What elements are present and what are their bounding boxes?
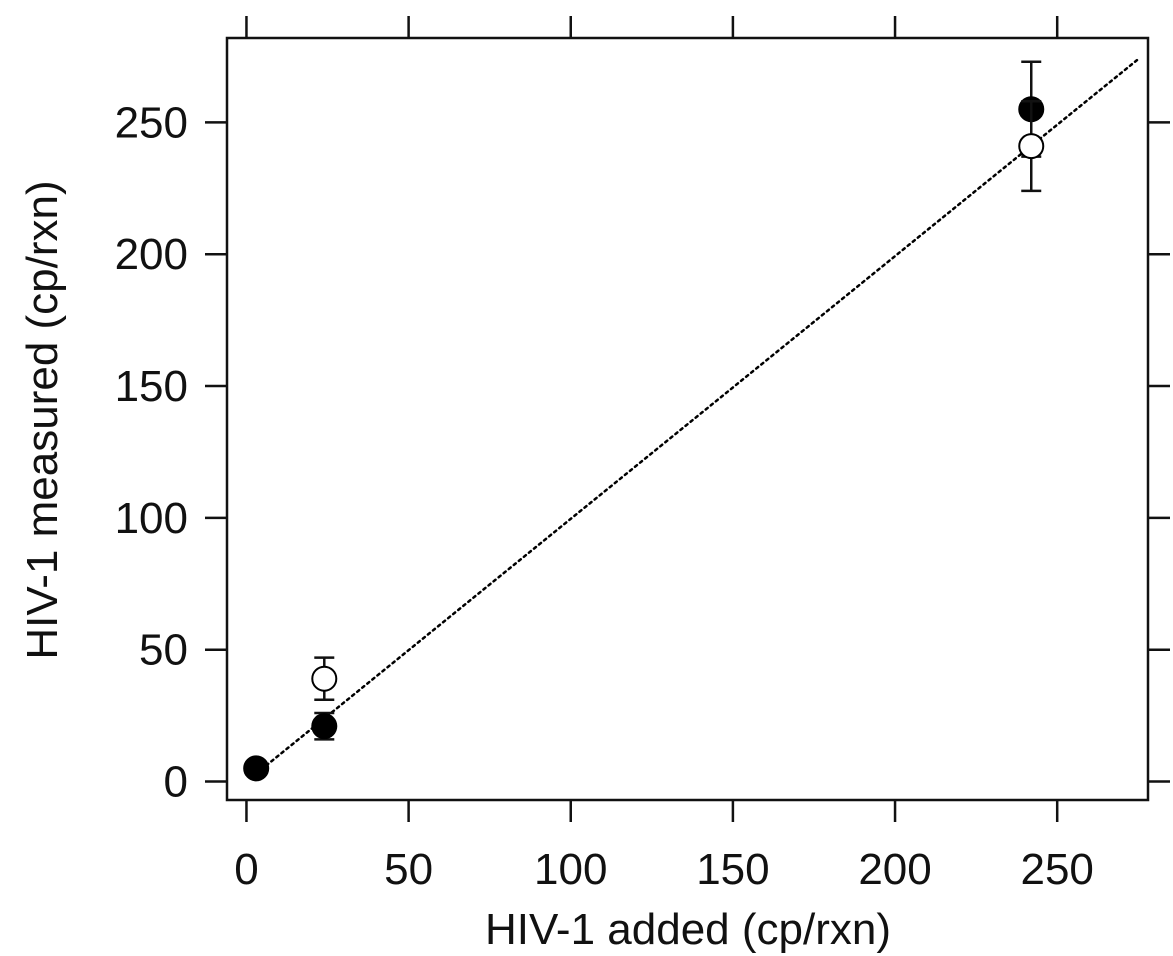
reference-line-layer bbox=[254, 57, 1140, 775]
x-tick-label: 200 bbox=[858, 845, 931, 894]
x-tick-label: 250 bbox=[1020, 845, 1093, 894]
data-point-open bbox=[1018, 133, 1045, 160]
axis-ticks: 0 50 100 150 200 250 0 50 100 150 200 250 bbox=[115, 16, 1170, 894]
data-point-open bbox=[311, 665, 338, 692]
y-tick-label: 100 bbox=[115, 494, 188, 543]
x-tick-label: 150 bbox=[696, 845, 769, 894]
y-tick-label: 250 bbox=[115, 98, 188, 147]
x-axis-title: HIV-1 added (cp/rxn) bbox=[485, 905, 891, 954]
y-tick-label: 200 bbox=[115, 230, 188, 279]
y-tick-label: 150 bbox=[115, 362, 188, 411]
data-points-layer bbox=[243, 60, 1045, 782]
y-tick-label: 50 bbox=[139, 626, 188, 675]
x-tick-label: 0 bbox=[234, 845, 258, 894]
plot-frame bbox=[225, 36, 1150, 802]
reference-line bbox=[254, 57, 1140, 775]
y-tick-label: 0 bbox=[164, 758, 188, 807]
x-tick-label: 100 bbox=[534, 845, 607, 894]
x-tick-label: 50 bbox=[384, 845, 433, 894]
y-axis-title: HIV-1 measured (cp/rxn) bbox=[18, 180, 67, 659]
data-point-filled bbox=[311, 713, 338, 740]
data-point-filled bbox=[243, 755, 270, 782]
